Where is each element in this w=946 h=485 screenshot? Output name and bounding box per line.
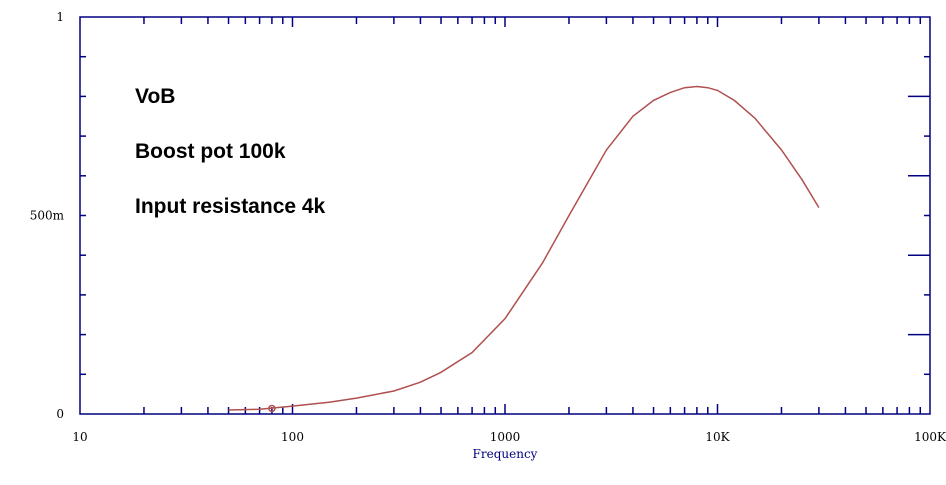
axis-ticks: [80, 17, 930, 414]
x-tick-label: 1000: [490, 430, 521, 444]
y-tick-label: 500m: [30, 209, 65, 223]
x-tick-label: 100K: [914, 430, 946, 444]
annotation-text: VoB: [135, 85, 175, 108]
series-line: [228, 85, 820, 411]
x-tick-label: 10: [72, 430, 87, 444]
annotation-text: Input resistance 4k: [135, 195, 326, 218]
x-tick-label: 100: [281, 430, 304, 444]
y-tick-label: 1: [56, 10, 64, 24]
x-axis-label: Frequency: [473, 447, 538, 461]
annotations: VoB Boost pot 100k Input resistance 4k: [135, 85, 326, 218]
y-tick-label: 0: [56, 407, 64, 421]
annotation-text: Boost pot 100k: [135, 140, 286, 163]
x-tick-label: 10K: [705, 430, 730, 444]
series-group: [228, 85, 820, 413]
cursor-marker: [268, 404, 276, 413]
axis-tick-labels: 10 100 1000 10K 100K 0 500m 1: [30, 10, 946, 444]
